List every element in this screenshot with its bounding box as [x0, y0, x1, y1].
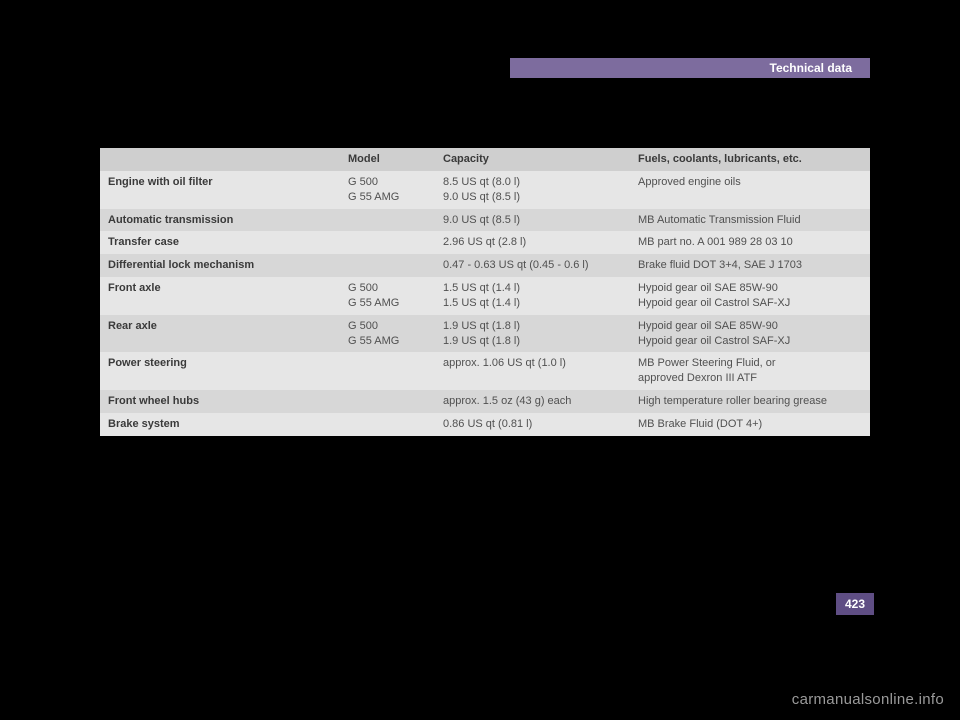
- capacities-table-wrap: Model Capacity Fuels, coolants, lubrican…: [100, 148, 870, 436]
- cell-fluids: Hypoid gear oil SAE 85W-90Hypoid gear oi…: [630, 277, 870, 315]
- header-title: Technical data: [770, 61, 852, 75]
- header-accent: Technical data: [510, 58, 870, 78]
- cell-capacity: 1.9 US qt (1.8 l)1.9 US qt (1.8 l): [435, 315, 630, 353]
- cell-model: G 500G 55 AMG: [340, 315, 435, 353]
- cell-component: Automatic transmission: [100, 209, 340, 232]
- cell-component: Power steering: [100, 352, 340, 390]
- th-fluids: Fuels, coolants, lubricants, etc.: [630, 148, 870, 171]
- table-row: Differential lock mechanism 0.47 - 0.63 U…: [100, 254, 870, 277]
- cell-model: [340, 413, 435, 436]
- table-row: Front wheel hubs approx. 1.5 oz (43 g) ea…: [100, 390, 870, 413]
- table-row: Rear axleG 500G 55 AMG1.9 US qt (1.8 l)1…: [100, 315, 870, 353]
- cell-model: [340, 209, 435, 232]
- cell-component: Engine with oil filter: [100, 171, 340, 209]
- cell-component: Front axle: [100, 277, 340, 315]
- cell-model: [340, 231, 435, 254]
- table-row: Automatic transmission 9.0 US qt (8.5 l)M…: [100, 209, 870, 232]
- cell-capacity: 9.0 US qt (8.5 l): [435, 209, 630, 232]
- cell-capacity: 1.5 US qt (1.4 l)1.5 US qt (1.4 l): [435, 277, 630, 315]
- cell-fluids: Brake fluid DOT 3+4, SAE J 1703: [630, 254, 870, 277]
- cell-model: [340, 352, 435, 390]
- cell-fluids: MB Automatic Transmission Fluid: [630, 209, 870, 232]
- cell-fluids: Hypoid gear oil SAE 85W-90Hypoid gear oi…: [630, 315, 870, 353]
- cell-model: [340, 390, 435, 413]
- th-capacity: Capacity: [435, 148, 630, 171]
- cell-fluids: MB part no. A 001 989 28 03 10: [630, 231, 870, 254]
- cell-model: G 500G 55 AMG: [340, 277, 435, 315]
- cell-model: G 500G 55 AMG: [340, 171, 435, 209]
- table-row: Transfer case 2.96 US qt (2.8 l)MB part n…: [100, 231, 870, 254]
- table-row: Engine with oil filterG 500G 55 AMG8.5 U…: [100, 171, 870, 209]
- cell-fluids: Approved engine oils: [630, 171, 870, 209]
- cell-capacity: 0.47 - 0.63 US qt (0.45 - 0.6 l): [435, 254, 630, 277]
- watermark: carmanualsonline.info: [792, 691, 944, 708]
- table-row: Front axleG 500G 55 AMG1.5 US qt (1.4 l)…: [100, 277, 870, 315]
- cell-fluids: MB Brake Fluid (DOT 4+): [630, 413, 870, 436]
- table-row: Power steering approx. 1.06 US qt (1.0 l)…: [100, 352, 870, 390]
- cell-fluids: High temperature roller bearing grease: [630, 390, 870, 413]
- cell-component: Differential lock mechanism: [100, 254, 340, 277]
- table-body: Engine with oil filterG 500G 55 AMG8.5 U…: [100, 171, 870, 436]
- page-number-tab: 423: [836, 593, 874, 615]
- cell-component: Transfer case: [100, 231, 340, 254]
- cell-fluids: MB Power Steering Fluid, orapproved Dexr…: [630, 352, 870, 390]
- cell-capacity: approx. 1.5 oz (43 g) each: [435, 390, 630, 413]
- cell-model: [340, 254, 435, 277]
- cell-capacity: approx. 1.06 US qt (1.0 l): [435, 352, 630, 390]
- capacities-table: Model Capacity Fuels, coolants, lubrican…: [100, 148, 870, 436]
- th-component: [100, 148, 340, 171]
- cell-component: Front wheel hubs: [100, 390, 340, 413]
- th-model: Model: [340, 148, 435, 171]
- page-number: 423: [845, 597, 865, 611]
- table-row: Brake system 0.86 US qt (0.81 l)MB Brake …: [100, 413, 870, 436]
- cell-capacity: 2.96 US qt (2.8 l): [435, 231, 630, 254]
- cell-component: Brake system: [100, 413, 340, 436]
- table-header-row: Model Capacity Fuels, coolants, lubrican…: [100, 148, 870, 171]
- cell-capacity: 8.5 US qt (8.0 l)9.0 US qt (8.5 l): [435, 171, 630, 209]
- cell-capacity: 0.86 US qt (0.81 l): [435, 413, 630, 436]
- cell-component: Rear axle: [100, 315, 340, 353]
